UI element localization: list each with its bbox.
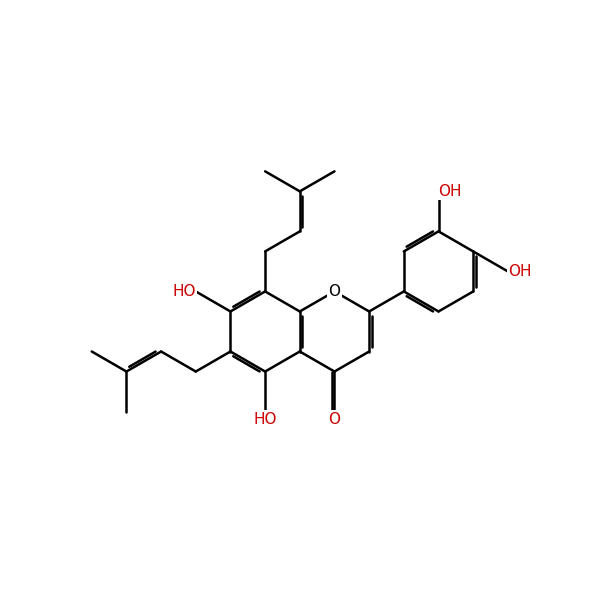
Text: O: O (328, 284, 340, 299)
Text: OH: OH (508, 264, 532, 279)
Text: OH: OH (439, 184, 462, 199)
Text: HO: HO (172, 284, 196, 299)
Text: O: O (328, 412, 340, 427)
Text: HO: HO (253, 412, 277, 427)
